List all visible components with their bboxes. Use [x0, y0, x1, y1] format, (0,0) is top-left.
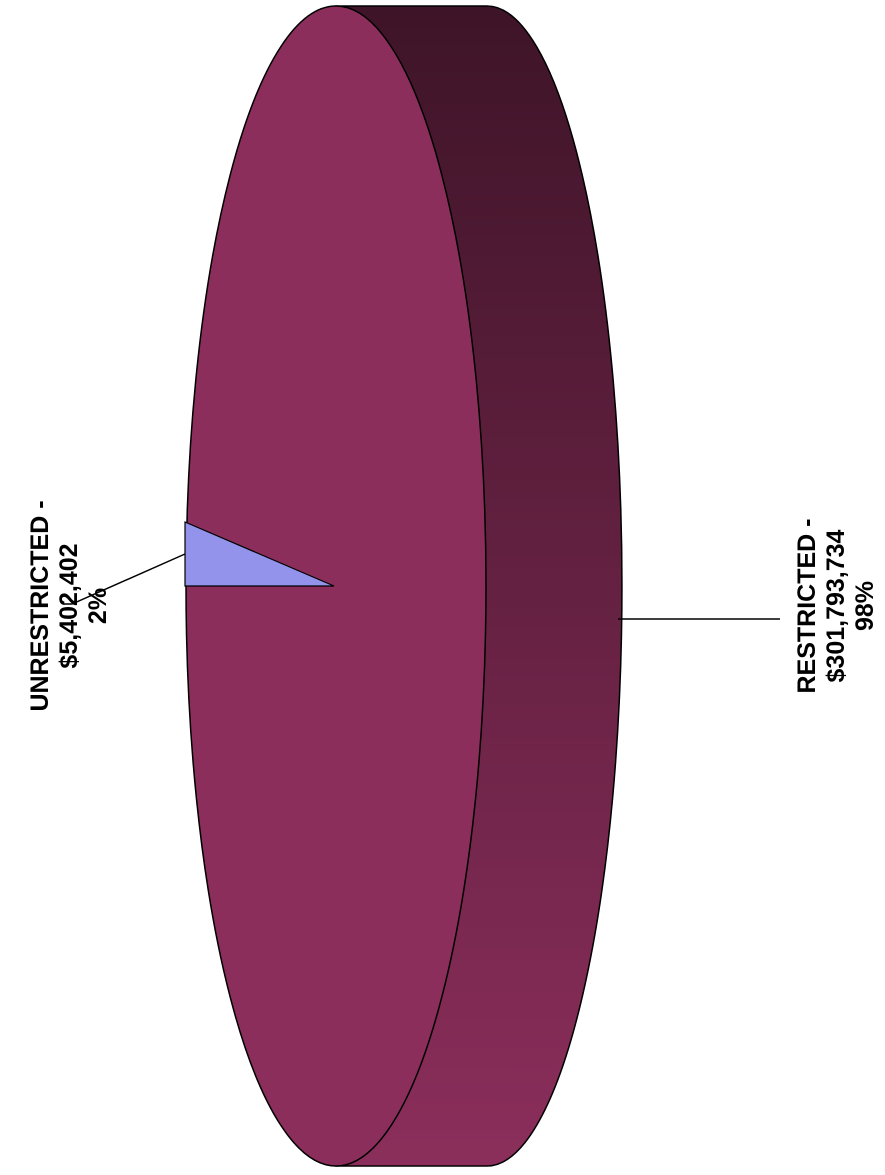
- label-restricted-name: RESTRICTED -: [793, 519, 821, 694]
- label-restricted: RESTRICTED - $301,793,734 98%: [793, 519, 879, 694]
- label-unrestricted-name: UNRESTRICTED -: [26, 500, 54, 711]
- label-unrestricted-value: $5,402,402: [55, 543, 83, 668]
- label-unrestricted: UNRESTRICTED - $5,402,402 2%: [26, 500, 112, 711]
- leader-line-unrestricted: [64, 553, 186, 605]
- label-restricted-value: $301,793,734: [822, 529, 850, 682]
- label-unrestricted-percent: 2%: [84, 588, 112, 624]
- label-restricted-percent: 98%: [851, 581, 879, 631]
